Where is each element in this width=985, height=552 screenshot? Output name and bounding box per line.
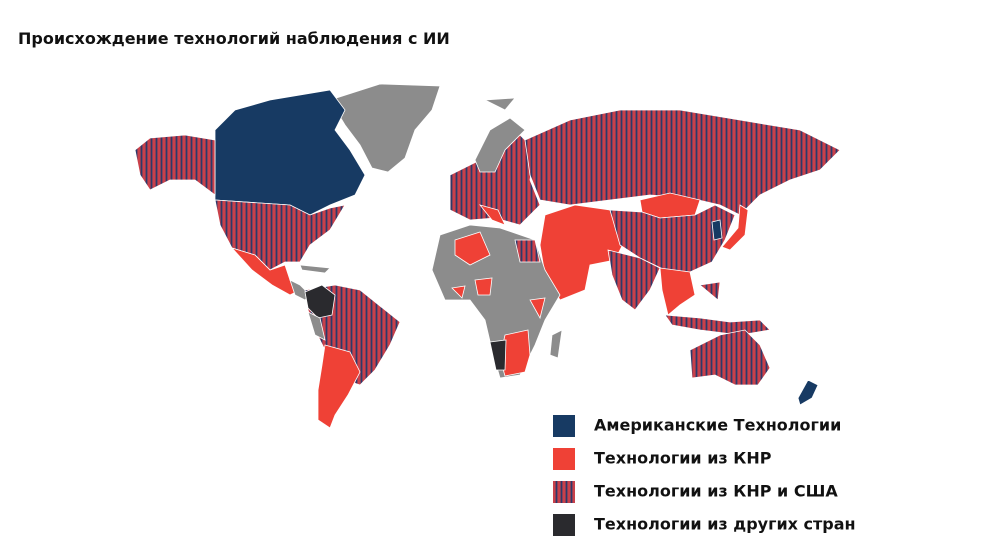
legend-swatch <box>553 481 575 503</box>
region <box>549 329 563 359</box>
region <box>478 204 506 226</box>
legend: Американские Технологии Технологии из КНР… <box>553 415 856 536</box>
region <box>711 219 723 241</box>
region <box>659 267 696 316</box>
region <box>474 97 526 173</box>
legend-label: Американские Технологии <box>594 416 841 435</box>
region <box>607 249 661 311</box>
legend-swatch <box>553 415 575 437</box>
map-title: Происхождение технологий наблюдения с ИИ <box>18 29 450 48</box>
region <box>664 281 771 336</box>
region <box>797 379 819 406</box>
region <box>689 329 771 386</box>
region <box>451 231 546 320</box>
region <box>514 239 541 263</box>
region <box>329 83 441 173</box>
region <box>307 311 326 341</box>
region <box>489 339 507 371</box>
legend-swatch <box>553 514 575 536</box>
world-map <box>134 83 841 429</box>
region <box>721 204 749 251</box>
legend-swatch <box>553 448 575 470</box>
region <box>304 284 336 319</box>
region <box>524 109 841 216</box>
region <box>134 134 216 196</box>
region <box>317 344 361 429</box>
legend-label: Технологии из КНР и США <box>594 482 838 501</box>
legend-label: Технологии из других стран <box>594 515 856 534</box>
legend-label: Технологии из КНР <box>594 449 772 468</box>
